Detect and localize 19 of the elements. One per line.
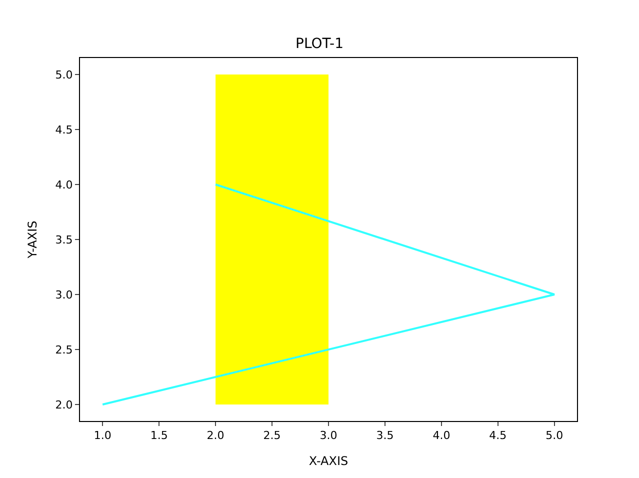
x-tick-label: 2.0: [206, 429, 224, 442]
x-tick-label: 3.5: [376, 429, 394, 442]
x-tick-label: 3.0: [320, 429, 338, 442]
y-tick-label: 4.5: [55, 123, 73, 136]
y-tick-label: 3.0: [55, 288, 73, 302]
x-tick-label: 1.0: [94, 429, 112, 442]
y-tick-label: 2.0: [55, 398, 73, 412]
x-tick-label: 4.5: [489, 429, 507, 442]
y-tick-label: 5.0: [55, 68, 73, 82]
x-tick-label: 5.0: [546, 429, 564, 442]
x-tick-label: 4.0: [432, 429, 450, 442]
y-tick-label: 3.5: [55, 233, 73, 246]
x-axis-title: X-AXIS: [308, 454, 348, 468]
y-axis-title: Y-AXIS: [26, 220, 40, 260]
chart-title: PLOT-1: [296, 36, 344, 52]
y-tick-label: 4.0: [55, 178, 73, 192]
x-tick-label: 1.5: [150, 429, 168, 442]
x-tick-label: 2.5: [263, 429, 281, 442]
y-tick-label: 2.5: [55, 343, 73, 356]
